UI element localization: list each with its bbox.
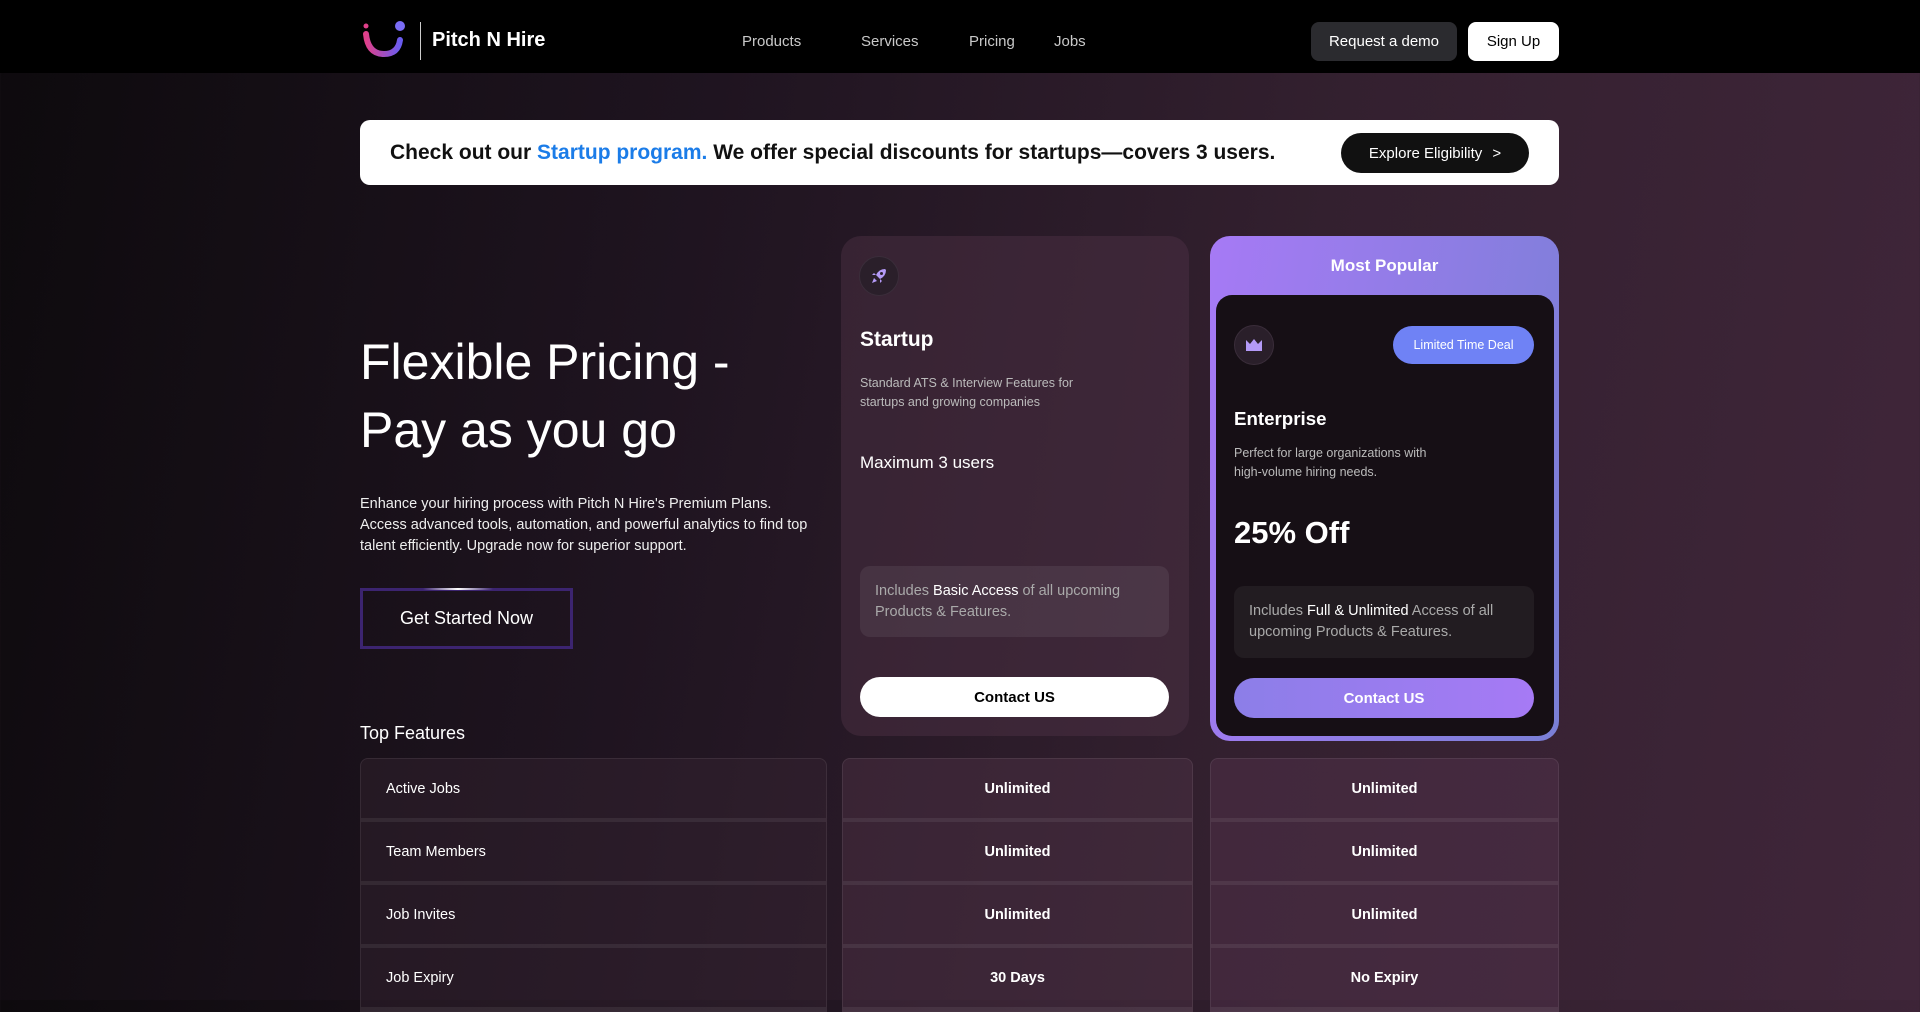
features-startup-column: Unlimited Unlimited Unlimited 30 Days [842,758,1193,1012]
banner-prefix: Check out our [390,141,538,164]
incl-pre: Includes [875,583,934,599]
nav-products[interactable]: Products [742,33,802,50]
table-cell: Unlimited [843,885,1192,948]
enterprise-plan-card: Most Popular Limited Time Deal Enterpris… [1210,236,1559,741]
enterprise-discount: 25% Off [1234,515,1350,550]
table-cell: Unlimited [1211,822,1558,885]
title-line-2: Pay as you go [360,402,677,458]
limited-time-badge: Limited Time Deal [1393,326,1534,364]
startup-contact-button[interactable]: Contact US [860,677,1169,717]
nav-jobs[interactable]: Jobs [1054,33,1086,50]
incl-bold: Basic Access [933,583,1019,599]
startup-users: Maximum 3 users [860,453,995,472]
incl-post: Access of all upcoming Products & Featur… [1249,603,1494,640]
hero-description: Enhance your hiring process with Pitch N… [360,496,808,554]
features-enterprise-column: Unlimited Unlimited Unlimited No Expiry [1210,758,1559,1012]
brand-name[interactable]: Pitch N Hire [432,29,546,51]
enterprise-title: Enterprise [1234,408,1327,429]
enterprise-inner: Limited Time Deal Enterprise Perfect for… [1216,295,1554,736]
table-cell: No Expiry [1211,948,1558,1011]
crown-icon [1234,325,1274,365]
table-cell: Unlimited [843,822,1192,885]
table-cell: Unlimited [1211,885,1558,948]
enterprise-description: Perfect for large organizations with hig… [1234,446,1427,479]
title-line-1: Flexible Pricing - [360,334,730,390]
request-demo-button[interactable]: Request a demo [1311,22,1457,61]
banner-suffix: We offer special discounts for startups—… [707,141,1276,164]
nav-pricing[interactable]: Pricing [969,33,1015,50]
chevron-right-icon: > [1492,144,1502,162]
nav-services[interactable]: Services [861,33,919,50]
top-features-heading: Top Features [360,723,466,743]
table-cell: Unlimited [1211,759,1558,822]
logo-icon[interactable] [362,20,406,60]
incl-bold: Full & Unlimited [1307,603,1409,619]
table-row: Active Jobs [361,759,826,822]
rocket-icon [859,256,899,296]
startup-title: Startup [860,328,934,351]
startup-description: Standard ATS & Interview Features for st… [860,376,1074,409]
explore-eligibility-button[interactable]: Explore Eligibility > [1341,133,1529,173]
table-row: Job Expiry [361,948,826,1011]
logo-divider [420,22,421,60]
incl-post: of all upcoming Products & Features. [875,583,1121,620]
enterprise-includes: Includes Full & Unlimited Access of all … [1234,586,1534,658]
table-cell: Unlimited [843,759,1192,822]
page-title: Flexible Pricing - Pay as you go [360,328,880,464]
top-nav: Pitch N Hire Products Services Pricing J… [0,0,1920,73]
startup-banner: Check out our Startup program. We offer … [360,120,1559,185]
get-started-button[interactable]: Get Started Now [360,588,573,649]
enterprise-contact-button[interactable]: Contact US [1234,678,1534,718]
explore-label: Explore Eligibility [1368,144,1483,162]
most-popular-label: Most Popular [1330,256,1439,275]
features-names-column: Active Jobs Team Members Job Invites Job… [360,758,827,1012]
startup-includes: Includes Basic Access of all upcoming Pr… [860,566,1169,637]
startup-program-link[interactable]: Startup program. [537,141,708,164]
table-row: Job Invites [361,885,826,948]
sign-up-button[interactable]: Sign Up [1468,22,1559,61]
startup-plan-card: Startup Standard ATS & Interview Feature… [841,236,1189,736]
banner-text: Check out our Startup program. We offer … [390,141,1275,165]
table-row: Team Members [361,822,826,885]
incl-pre: Includes [1249,603,1308,619]
table-cell: 30 Days [843,948,1192,1011]
